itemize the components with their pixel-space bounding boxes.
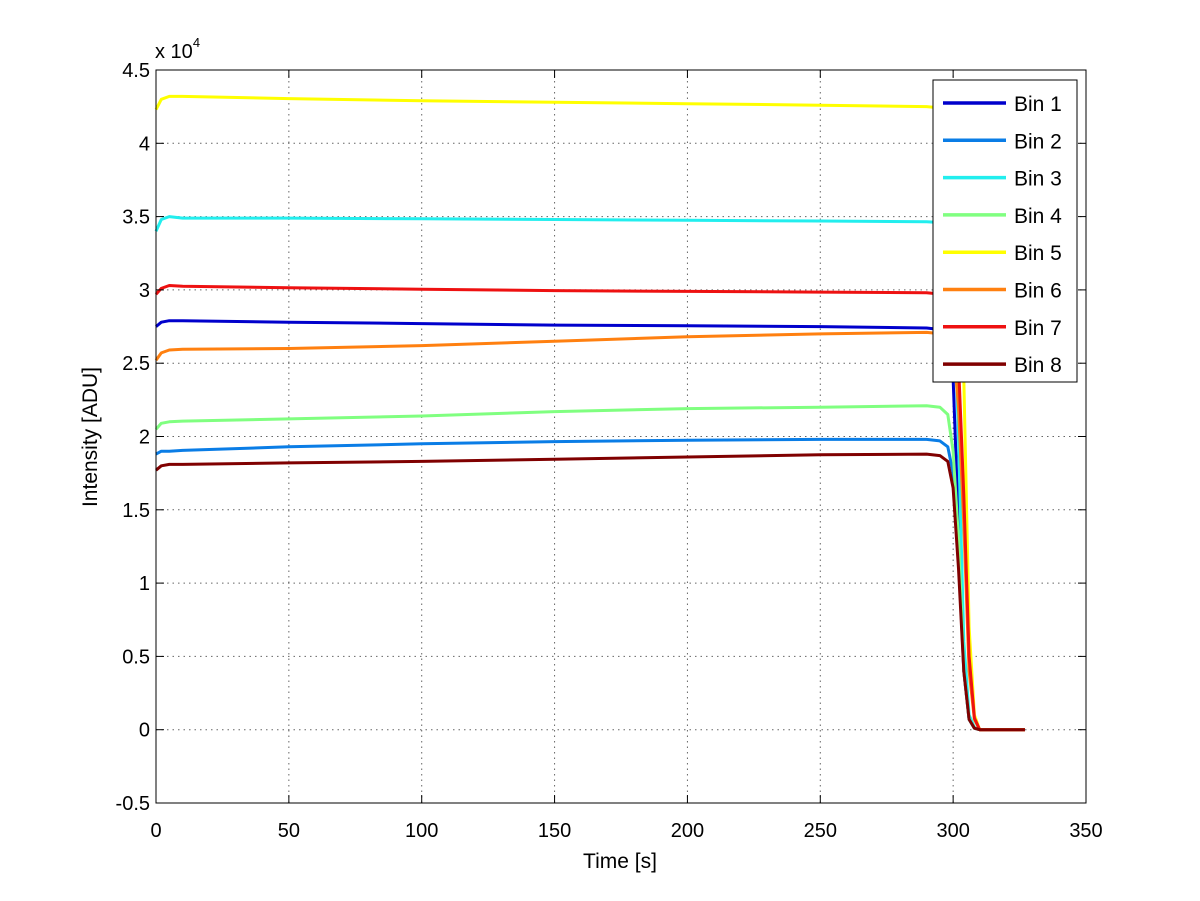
y-multiplier-exponent: 4 [193,35,200,50]
legend-label: Bin 2 [1014,130,1062,153]
x-tick-label: 300 [936,820,969,842]
y-axis-title: Intensity [ADU] [79,367,102,507]
y-tick-label: 0.5 [122,646,150,668]
y-tick-label: -0.5 [116,793,150,815]
y-tick-label: 0 [139,720,150,742]
y-tick-label: 1 [139,573,150,595]
y-tick-label: 1.5 [122,500,150,522]
x-tick-label: 350 [1069,820,1102,842]
x-tick-label: 200 [671,820,704,842]
y-tick-label: 2.5 [122,353,150,375]
y-multiplier-base: x 10 [155,41,193,63]
x-tick-label: 100 [405,820,438,842]
legend-label: Bin 3 [1014,168,1062,191]
x-tick-label: 0 [150,820,161,842]
legend-label: Bin 1 [1014,93,1062,116]
x-tick-label: 150 [538,820,571,842]
legend: Bin 1 Bin 2 Bin 3 Bin 4 Bin 5 Bin 6 Bin 7 Bin 8 [932,79,1078,383]
y-tick-label: 4.5 [122,60,150,82]
legend-box [932,79,1078,383]
legend-label: Bin 8 [1014,354,1062,377]
y-axis-multiplier: x 104 [155,35,200,63]
series-line-bin-8 [155,452,1025,732]
legend-items: Bin 1 Bin 2 Bin 3 Bin 4 Bin 5 Bin 6 Bin 7 Bin 8 [943,93,1062,377]
x-tick-label: 50 [278,820,300,842]
x-axis-title: Time [s] [583,850,657,873]
y-tick-label: 3 [139,280,150,302]
legend-label: Bin 5 [1014,242,1062,265]
legend-label: Bin 4 [1014,205,1062,228]
y-tick-label: 3.5 [122,207,150,229]
legend-label: Bin 6 [1014,280,1062,303]
legend-label: Bin 7 [1014,317,1062,340]
series-line-bin-7 [154,284,1025,732]
y-tick-label: 2 [139,427,150,449]
x-tick-label: 250 [804,820,837,842]
grid-lines [156,70,1086,803]
y-tick-label: 4 [139,133,150,155]
axis-ticks [155,69,1087,804]
tick-labels: 0 50 100 150 200 250 300 350-0.500.511.522.533.… [116,60,1103,842]
